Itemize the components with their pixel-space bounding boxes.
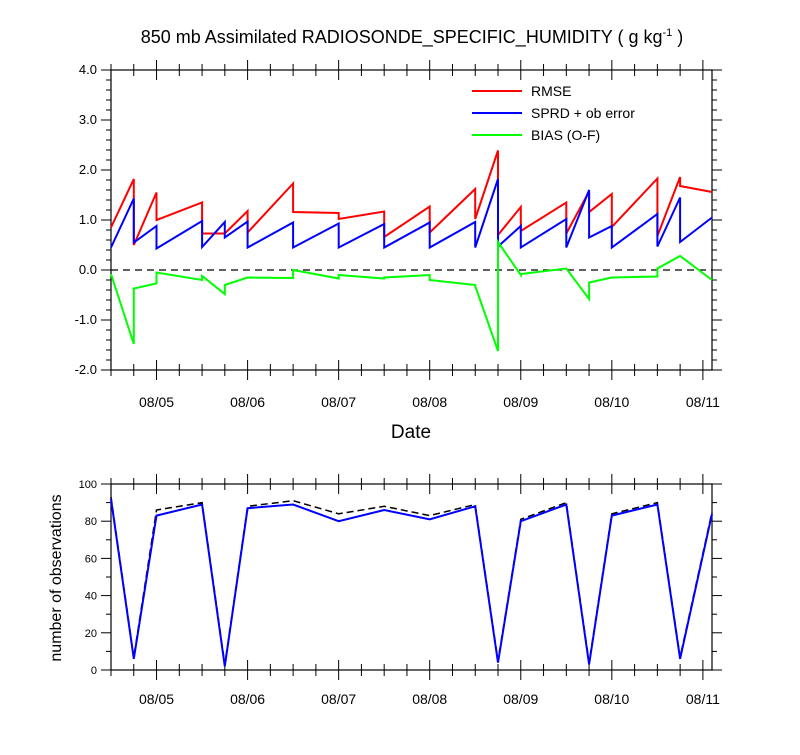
chart-title-superscript: -1 bbox=[663, 27, 673, 39]
top-x-tick-label: 08/06 bbox=[230, 394, 265, 410]
bottom-y-tick-label: 80 bbox=[85, 516, 97, 528]
top-x-tick-label: 08/09 bbox=[503, 394, 538, 410]
top-y-tick-label: 1.0 bbox=[79, 212, 97, 227]
bottom-plot-area: 0 20 40 60 80 100 08/05 08/06 08/07 08/08 08/09 08/… bbox=[79, 474, 722, 707]
top-y-tick-label: -1.0 bbox=[75, 312, 97, 327]
legend-label-rmse: RMSE bbox=[531, 83, 571, 99]
chart-title-main: 850 mb Assimilated RADIOSONDE_SPECIFIC_H… bbox=[141, 27, 663, 48]
top-x-tick-label: 08/07 bbox=[321, 394, 356, 410]
top-y-tick-label: 2.0 bbox=[79, 162, 97, 177]
bottom-series-assimilated-observations bbox=[110, 498, 713, 667]
bottom-x-tick-label: 08/05 bbox=[139, 691, 174, 707]
chart-title: 850 mb Assimilated RADIOSONDE_SPECIFIC_H… bbox=[141, 27, 684, 48]
bottom-x-tick-label: 08/08 bbox=[412, 691, 447, 707]
bottom-x-tick-label: 08/06 bbox=[230, 691, 265, 707]
top-y-tick-label: 4.0 bbox=[79, 62, 97, 77]
bottom-y-tick-label: 60 bbox=[85, 553, 97, 565]
chart-title-end: ) bbox=[672, 27, 683, 47]
top-x-tick-label: 08/11 bbox=[686, 394, 720, 410]
top-series-sprd-ob-error bbox=[110, 178, 713, 251]
bottom-y-axis-label: number of observations bbox=[48, 494, 65, 661]
legend-label-bias: BIAS (O-F) bbox=[531, 127, 600, 143]
bottom-x-tick-label: 08/10 bbox=[594, 691, 629, 707]
top-x-tick-label: 08/10 bbox=[594, 394, 629, 410]
bottom-x-tick-label: 08/07 bbox=[321, 691, 356, 707]
bottom-y-tick-label: 40 bbox=[85, 591, 97, 603]
legend-label-sprd: SPRD + ob error bbox=[531, 105, 635, 121]
top-x-tick-label: 08/05 bbox=[139, 394, 174, 410]
legend: RMSE SPRD + ob error BIAS (O-F) bbox=[472, 83, 635, 143]
top-x-axis-label: Date bbox=[391, 422, 431, 443]
top-series-bias-o-f bbox=[110, 238, 713, 352]
bottom-x-tick-label: 08/11 bbox=[686, 691, 720, 707]
bottom-y-tick-label: 100 bbox=[79, 479, 97, 491]
bottom-y-tick-label: 0 bbox=[91, 665, 97, 677]
top-y-tick-label: -2.0 bbox=[75, 362, 97, 377]
bottom-x-tick-label: 08/09 bbox=[503, 691, 538, 707]
top-y-tick-label: 0.0 bbox=[79, 262, 97, 277]
top-x-tick-label: 08/08 bbox=[412, 394, 447, 410]
top-y-tick-label: 3.0 bbox=[79, 112, 97, 127]
bottom-series-possible-observations bbox=[110, 496, 713, 665]
top-plot-area: -2.0 -1.0 0.0 1.0 2.0 3.0 4.0 08/05 08/06 08/07 08… bbox=[75, 60, 722, 410]
bottom-y-tick-label: 20 bbox=[85, 628, 97, 640]
